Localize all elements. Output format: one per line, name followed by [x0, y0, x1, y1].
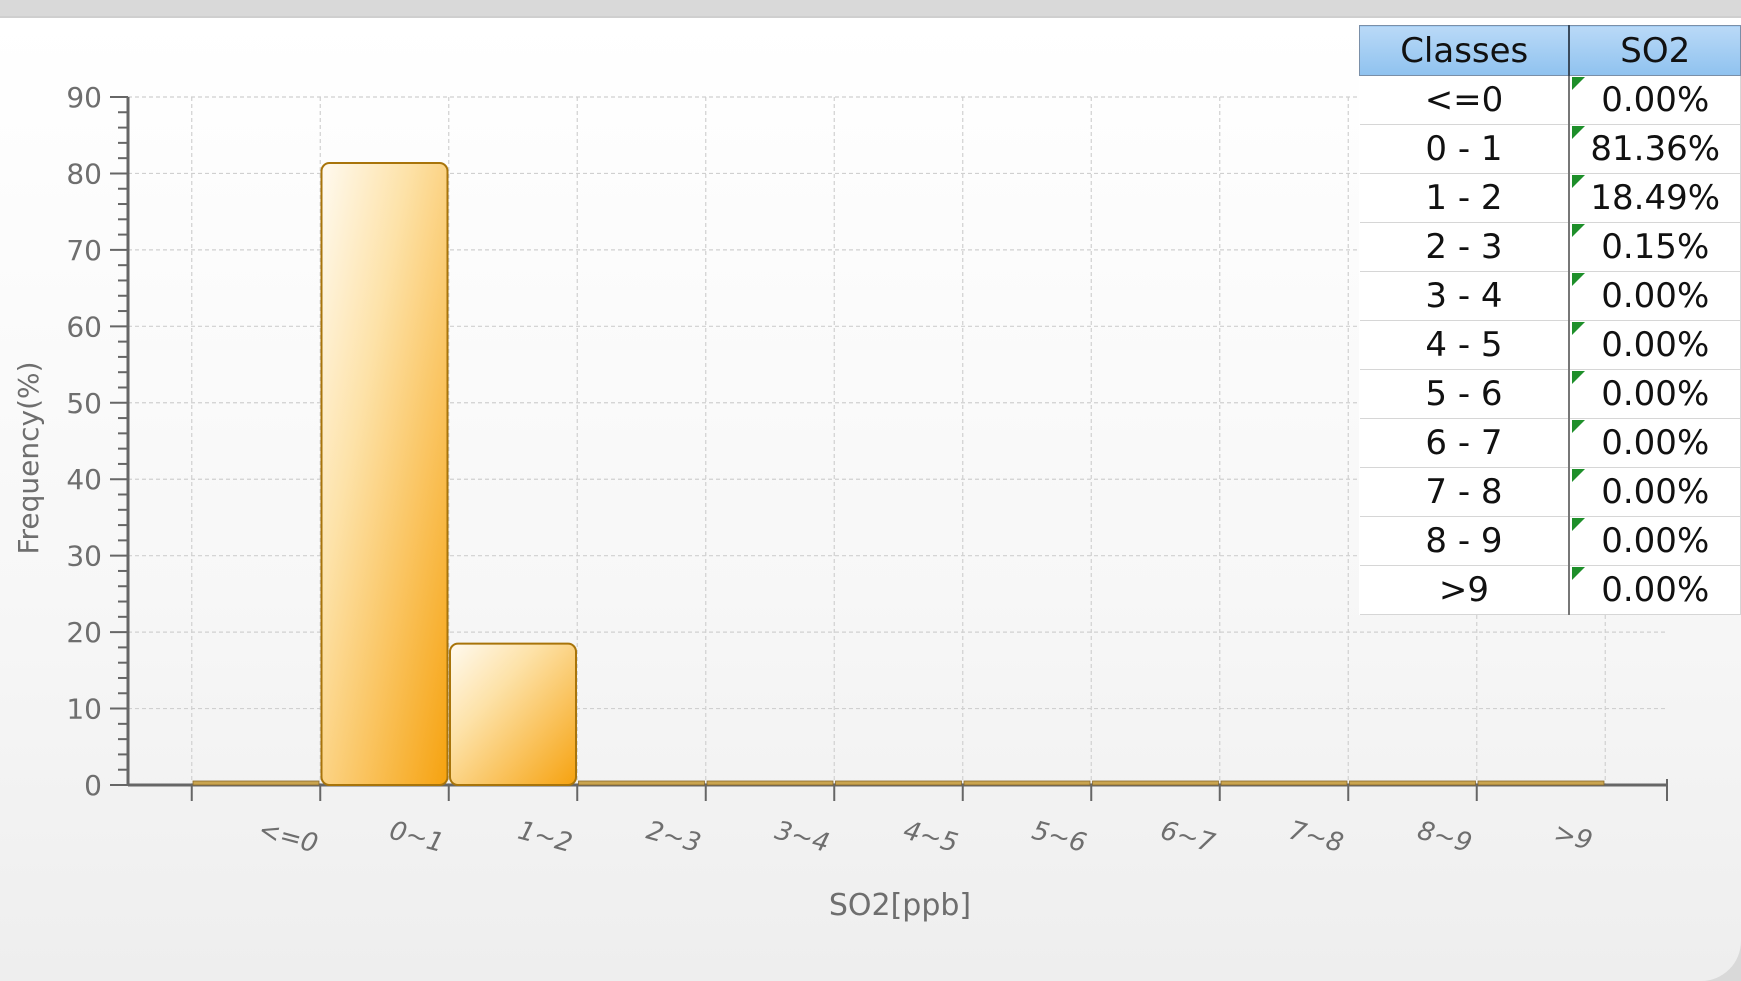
table-cell-class[interactable]: 4 - 5	[1359, 320, 1571, 370]
table-header-row: Classes SO2	[1359, 25, 1741, 76]
x-tick-label: 8~9	[1414, 816, 1475, 859]
table-row[interactable]: 3 - 4 0.00%	[1359, 271, 1741, 321]
table-cell-class[interactable]: <=0	[1359, 75, 1571, 125]
table-cell-class[interactable]: 2 - 3	[1359, 222, 1571, 272]
table-row[interactable]: 7 - 8 0.00%	[1359, 467, 1741, 517]
table-cell-value[interactable]: 81.36%	[1569, 124, 1741, 174]
y-tick-label: 40	[66, 463, 102, 496]
table-cell-class[interactable]: 3 - 4	[1359, 271, 1571, 321]
table-row[interactable]: 2 - 3 0.15%	[1359, 222, 1741, 272]
x-tick-label: <=0	[255, 815, 321, 860]
x-tick-label: 3~4	[772, 816, 833, 859]
y-tick-label: 80	[66, 157, 102, 190]
table-cell-value[interactable]: 0.00%	[1569, 516, 1741, 566]
x-axis-title: SO2[ppb]	[829, 888, 971, 923]
table-row[interactable]: 1 - 2 18.49%	[1359, 173, 1741, 223]
bar[interactable]	[835, 780, 962, 786]
table-cell-value[interactable]: 0.00%	[1569, 418, 1741, 468]
y-tick-label: 70	[66, 234, 102, 267]
table-row[interactable]: <=0 0.00%	[1359, 75, 1741, 125]
y-tick-label: 90	[66, 81, 102, 114]
table-cell-value[interactable]: 18.49%	[1569, 173, 1741, 223]
x-tick-label: 4~5	[900, 816, 961, 859]
y-tick-label: 50	[66, 387, 102, 420]
y-axis-title: Frequency(%)	[12, 361, 45, 554]
table-cell-class[interactable]: 5 - 6	[1359, 369, 1571, 419]
table-row[interactable]: >9 0.00%	[1359, 565, 1741, 615]
table-cell-value[interactable]: 0.00%	[1569, 75, 1741, 125]
bar[interactable]	[192, 780, 320, 786]
y-tick-label: 60	[66, 310, 102, 343]
bar[interactable]	[1092, 780, 1219, 786]
table-cell-class[interactable]: 8 - 9	[1359, 516, 1571, 566]
y-tick-label: 0	[84, 769, 102, 802]
y-tick-label: 10	[66, 693, 102, 726]
column-header-classes[interactable]: Classes	[1359, 25, 1571, 76]
table-row[interactable]: 4 - 5 0.00%	[1359, 320, 1741, 370]
table-cell-value[interactable]: 0.15%	[1569, 222, 1741, 272]
table-cell-class[interactable]: 0 - 1	[1359, 124, 1571, 174]
table-cell-class[interactable]: 7 - 8	[1359, 467, 1571, 517]
table-cell-value[interactable]: 0.00%	[1569, 467, 1741, 517]
x-tick-label: 0~1	[386, 816, 447, 859]
table-row[interactable]: 5 - 6 0.00%	[1359, 369, 1741, 419]
bar[interactable]	[963, 780, 1091, 786]
column-header-so2[interactable]: SO2	[1568, 25, 1741, 76]
chart-panel: 0 10 20 30 40 50 60 70 80 90 <=0 0~1 1~2 2~3 3~4 4~5 5~6…	[0, 16, 1741, 981]
bar[interactable]	[1220, 780, 1348, 786]
bar[interactable]	[320, 162, 449, 787]
x-tick-label: 1~2	[515, 816, 576, 859]
y-tick-label: 30	[66, 540, 102, 573]
x-tick-label: 6~7	[1157, 816, 1218, 859]
table-cell-value[interactable]: 0.00%	[1569, 565, 1741, 615]
bar[interactable]	[449, 642, 577, 787]
bar[interactable]	[1477, 780, 1605, 786]
table-cell-class[interactable]: 6 - 7	[1359, 418, 1571, 468]
x-tick-label: 5~6	[1029, 816, 1090, 859]
table-row[interactable]: 8 - 9 0.00%	[1359, 516, 1741, 566]
x-tick-label: >9	[1551, 818, 1596, 857]
table-cell-value[interactable]: 0.00%	[1569, 369, 1741, 419]
x-tick-label: 2~3	[643, 816, 704, 859]
table-cell-class[interactable]: 1 - 2	[1359, 173, 1571, 223]
table-cell-value[interactable]: 0.00%	[1569, 271, 1741, 321]
table-cell-class[interactable]: >9	[1359, 565, 1571, 615]
table-cell-value[interactable]: 0.00%	[1569, 320, 1741, 370]
bars	[192, 162, 1605, 787]
bar[interactable]	[578, 780, 705, 786]
table-row[interactable]: 6 - 7 0.00%	[1359, 418, 1741, 468]
y-tick-label: 20	[66, 616, 102, 649]
histogram-chart: 0 10 20 30 40 50 60 70 80 90 <=0 0~1 1~2 2~3 3~4 4~5 5~6…	[12, 81, 1668, 923]
x-tick-label: 7~8	[1286, 816, 1347, 859]
bar[interactable]	[706, 780, 834, 786]
frequency-table: Classes SO2 <=0 0.00% 0 - 1 81.36% 1 - 2 18.4…	[1359, 25, 1741, 615]
table-row[interactable]: 0 - 1 81.36%	[1359, 124, 1741, 174]
bar[interactable]	[1349, 780, 1476, 786]
